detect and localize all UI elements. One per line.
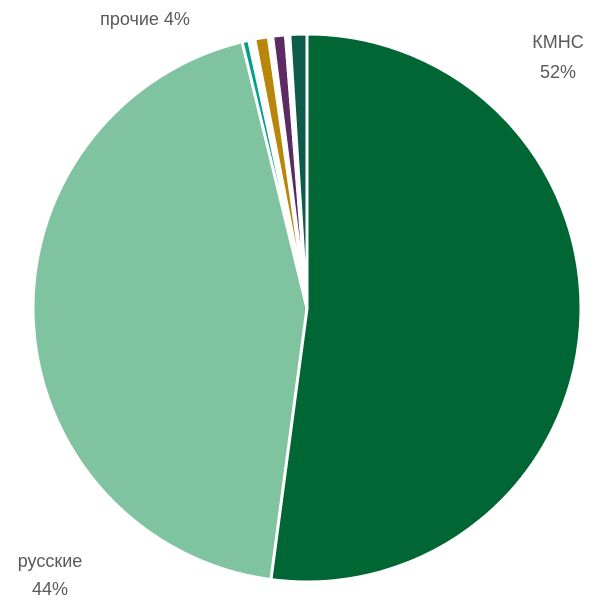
label-russians-name: русские <box>18 551 83 571</box>
label-kmns-name: КМНС <box>532 32 583 52</box>
pie-labels: КМНС 52% русские 44% прочие 4% <box>18 9 584 597</box>
pie-slice-1 <box>31 40 309 582</box>
label-others: прочие 4% <box>100 9 190 29</box>
pie-slices <box>31 32 583 584</box>
pie-slice-0 <box>269 32 583 584</box>
label-kmns-value: 52% <box>540 62 576 82</box>
label-russians-value: 44% <box>32 579 68 597</box>
pie-slice-8 <box>288 32 309 310</box>
